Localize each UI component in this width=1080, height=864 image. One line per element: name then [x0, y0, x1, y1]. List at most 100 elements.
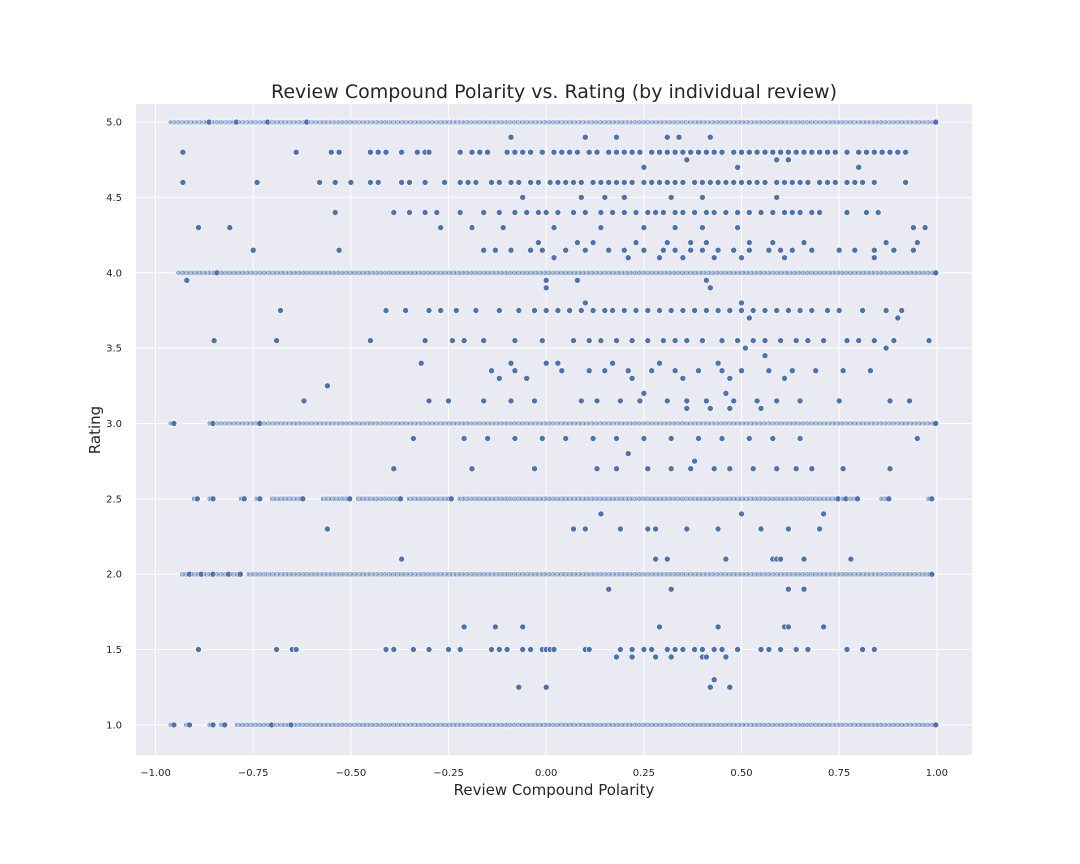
data-point — [773, 465, 781, 473]
data-point — [515, 179, 523, 186]
data-point — [706, 179, 714, 186]
data-point — [718, 435, 726, 442]
data-point — [562, 179, 570, 186]
data-point — [765, 246, 773, 254]
data-point — [570, 209, 577, 216]
data-point — [683, 397, 691, 405]
data-point — [734, 164, 741, 171]
data-point — [710, 465, 718, 473]
data-point — [186, 721, 193, 729]
data-point — [679, 307, 687, 314]
data-point — [597, 224, 605, 231]
data-point — [585, 646, 593, 653]
data-point — [577, 397, 585, 405]
data-point — [519, 148, 527, 156]
data-point — [710, 148, 718, 156]
data-point — [620, 179, 628, 186]
data-point — [765, 367, 773, 375]
data-point — [808, 148, 816, 156]
data-point — [882, 344, 890, 352]
data-point — [613, 337, 620, 344]
data-point — [511, 435, 519, 442]
data-point — [331, 179, 339, 186]
x-tick-label: −0.75 — [238, 768, 269, 779]
data-point — [656, 179, 663, 186]
data-point — [781, 254, 788, 262]
data-point — [495, 179, 503, 186]
data-point — [640, 646, 648, 653]
data-point — [648, 179, 656, 186]
data-point — [687, 148, 695, 156]
data-point — [292, 148, 300, 156]
data-point — [769, 239, 777, 246]
data-point — [706, 405, 714, 412]
data-point — [745, 179, 753, 186]
data-point — [644, 525, 652, 533]
data-point — [718, 367, 726, 375]
data-point — [585, 148, 593, 156]
data-point — [656, 148, 663, 156]
data-point — [749, 307, 757, 314]
data-point — [445, 397, 452, 405]
data-point — [601, 194, 609, 201]
data-point — [636, 397, 644, 405]
data-point — [703, 307, 710, 314]
data-point — [785, 148, 792, 156]
data-point — [714, 359, 722, 367]
data-point — [425, 307, 433, 314]
data-point — [292, 646, 300, 653]
data-point — [179, 179, 187, 186]
data-point — [273, 337, 280, 344]
y-tick-label: 4.5 — [106, 193, 122, 204]
data-point — [726, 465, 734, 473]
data-point — [632, 239, 640, 246]
data-point — [691, 307, 698, 314]
data-point — [671, 367, 679, 375]
plot-area — [136, 104, 972, 755]
data-point — [398, 148, 405, 156]
data-point — [683, 156, 691, 164]
data-point — [527, 646, 534, 653]
x-tick-label: −0.50 — [336, 768, 367, 779]
data-point — [859, 179, 866, 186]
data-point — [722, 179, 730, 186]
data-point — [773, 397, 781, 405]
data-point — [620, 209, 628, 216]
data-point — [397, 495, 404, 503]
data-point — [581, 133, 589, 141]
data-point — [656, 623, 663, 631]
data-point — [808, 465, 816, 473]
data-point — [577, 307, 585, 314]
data-point — [170, 420, 178, 427]
data-point — [726, 307, 734, 314]
data-point — [781, 179, 788, 186]
data-point — [609, 209, 616, 216]
data-point — [402, 307, 409, 314]
data-point — [519, 194, 527, 201]
data-point — [699, 646, 706, 653]
data-point — [456, 179, 464, 186]
data-point — [788, 246, 796, 254]
data-point — [390, 209, 398, 216]
data-point — [765, 646, 773, 653]
data-point — [932, 118, 940, 126]
data-point — [913, 435, 921, 442]
data-point — [699, 337, 706, 344]
data-point — [210, 337, 218, 344]
data-point — [628, 653, 636, 661]
data-point — [597, 179, 605, 186]
data-point — [488, 367, 495, 375]
data-point — [894, 148, 902, 156]
data-point — [597, 510, 605, 518]
data-point — [722, 209, 730, 216]
data-point — [335, 246, 343, 254]
data-point — [531, 307, 538, 314]
chart-title: Review Compound Polarity vs. Rating (by … — [271, 81, 837, 103]
data-point — [480, 209, 488, 216]
data-point — [628, 646, 636, 653]
data-point — [808, 209, 816, 216]
data-point — [788, 179, 796, 186]
data-point — [585, 367, 593, 375]
data-point — [773, 156, 781, 164]
